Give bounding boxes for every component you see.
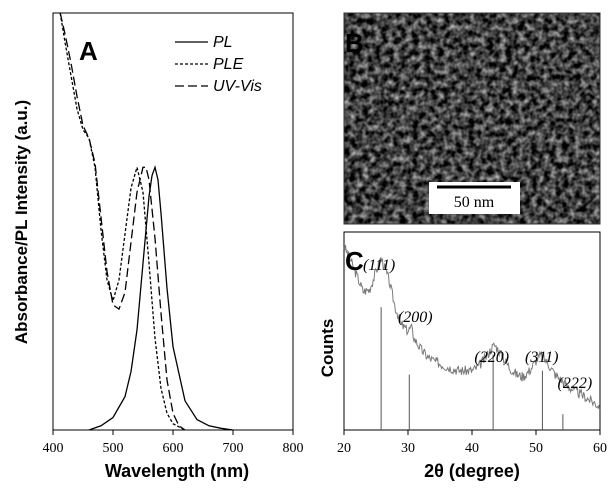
panel-a-letter: A <box>79 36 98 66</box>
panel-a: 400 500 600 700 800 A PL PLE UV-Vis Absorbance… <box>12 12 304 481</box>
x-tick-label: 400 <box>43 441 64 456</box>
x-tick-label: 500 <box>103 441 124 456</box>
panel-c-ylabel: Counts <box>318 319 337 378</box>
legend-label: UV-Vis <box>213 78 262 95</box>
panel-c-xlabel: 2θ (degree) <box>424 461 520 481</box>
xrd-trace <box>343 244 601 411</box>
series-line-pl <box>88 165 234 430</box>
legend-label: PLE <box>213 56 244 73</box>
panel-a-plot-area <box>59 13 234 430</box>
panel-c-letter: C <box>345 246 364 276</box>
peak-label: (311) <box>525 349 558 366</box>
panel-a-frame <box>52 12 294 431</box>
peak-label: (222) <box>558 375 593 392</box>
panel-c-plot-area <box>343 244 601 411</box>
x-tick-label: 30 <box>401 441 415 456</box>
panel-a-legend: PL PLE UV-Vis <box>175 34 262 95</box>
scale-bar-label: 50 nm <box>454 194 495 211</box>
panel-c-reference-lines <box>380 307 564 430</box>
panel-c-x-axis: 20 30 40 50 60 <box>337 430 607 456</box>
x-tick-label: 600 <box>163 441 184 456</box>
series-line-ple <box>59 13 186 430</box>
x-tick-label: 700 <box>223 441 244 456</box>
peak-label: (111) <box>363 257 395 274</box>
panel-b: B 50 nm <box>343 12 601 225</box>
legend-label: PL <box>213 34 233 51</box>
x-tick-label: 50 <box>529 441 543 456</box>
x-tick-label: 40 <box>465 441 479 456</box>
panel-a-xlabel: Wavelength (nm) <box>105 461 249 481</box>
series-line-uv-vis <box>59 13 186 430</box>
panel-b-letter: B <box>345 28 364 58</box>
x-tick-label: 20 <box>337 441 351 456</box>
panel-c-peak-labels: (111) (200) (220) (311)(222) <box>363 257 592 392</box>
panel-a-ylabel: Absorbance/PL Intensity (a.u.) <box>12 100 31 344</box>
panel-c: 20 30 40 50 60 (111) (200) (220) (311)(222) C C… <box>318 231 607 481</box>
panel-a-x-axis: 400 500 600 700 800 <box>43 430 304 456</box>
panel-b-frame <box>343 12 601 225</box>
peak-label: (220) <box>474 349 509 366</box>
peak-label: (200) <box>398 309 433 326</box>
x-tick-label: 60 <box>593 441 607 456</box>
x-tick-label: 800 <box>283 441 304 456</box>
